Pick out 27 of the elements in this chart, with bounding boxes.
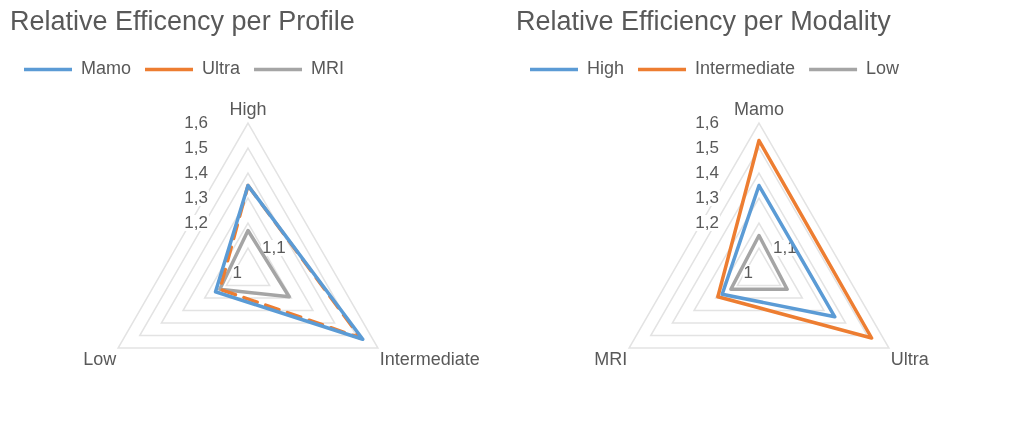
y-tick-label: 1,2 [695,212,719,232]
spoke-label: MRI [594,348,628,369]
legend-label: Mamo [81,58,132,79]
legend-label: MRI [311,58,345,79]
y-tick-label: 1,2 [184,212,208,232]
spoke-label: Intermediate [379,348,480,369]
legend-label: Low [866,58,901,79]
y-tick-label: 1,3 [184,187,208,207]
y-tick-label: 1,6 [184,112,208,132]
legend-label: Ultra [202,58,241,79]
y-tick-label: 1,5 [184,137,208,157]
y-tick-label: 1,4 [695,162,719,182]
y-tick-label: 1,4 [184,162,208,182]
y-tick-label: 1,5 [695,137,719,157]
y-tick-label: 1 [232,262,242,282]
legend-label: High [587,58,625,79]
spoke-label: Ultra [890,348,930,369]
spoke-label: High [229,99,267,120]
legend-label: Intermediate [695,58,796,79]
y-tick-label: 1,6 [695,112,719,132]
spoke-label: Mamo [733,99,785,120]
spoke-label: Low [83,348,118,369]
y-tick-label: 1,3 [695,187,719,207]
chart-title: Relative Efficency per Profile [10,5,355,36]
y-tick-label: 1,1 [262,237,286,257]
y-tick-label: 1 [743,262,753,282]
chart-title: Relative Efficiency per Modality [516,5,892,36]
